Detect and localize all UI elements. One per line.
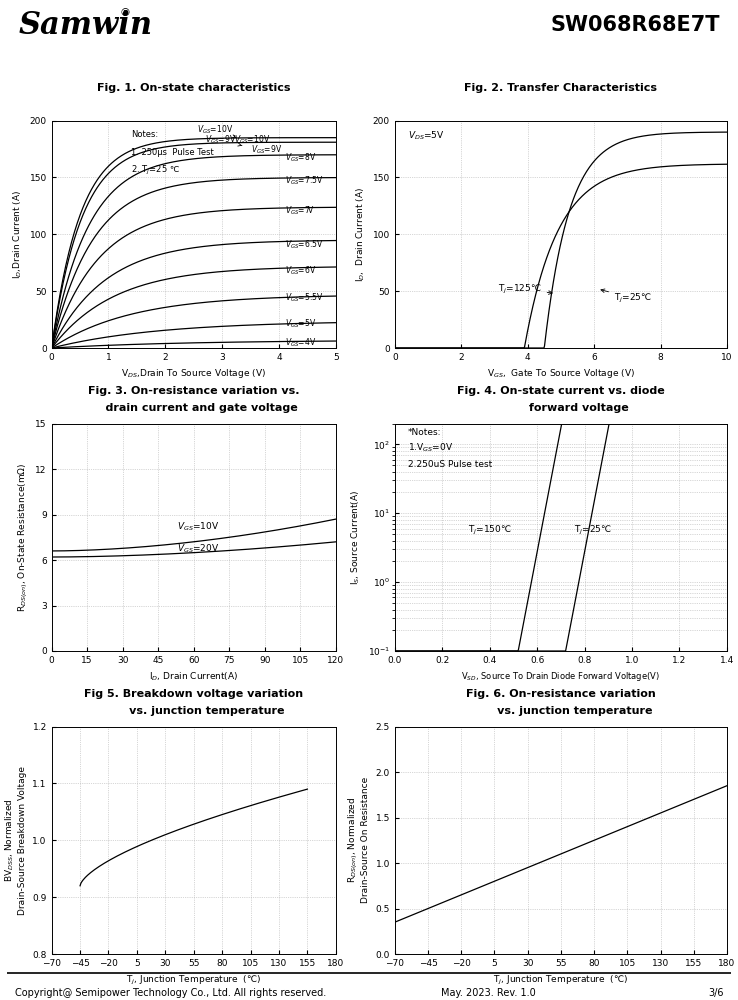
Y-axis label: I$_S$, Source Current(A): I$_S$, Source Current(A) <box>350 490 362 585</box>
Y-axis label: R$_{DS(on)}$, Normalized
Drain-Source On Resistance: R$_{DS(on)}$, Normalized Drain-Source On… <box>346 777 370 903</box>
Text: $V_{DS}$=5V: $V_{DS}$=5V <box>408 130 445 142</box>
Text: $V_{GS}$=20V: $V_{GS}$=20V <box>177 543 219 555</box>
Text: T$_j$=25℃: T$_j$=25℃ <box>601 289 652 305</box>
Text: $V_{GS}$=5.5V: $V_{GS}$=5.5V <box>285 292 323 304</box>
Y-axis label: BV$_{DSS}$, Normalized
Drain-Source Breakdown Voltage: BV$_{DSS}$, Normalized Drain-Source Brea… <box>4 766 27 915</box>
Text: Fig 5. Breakdown voltage variation: Fig 5. Breakdown voltage variation <box>84 689 303 699</box>
Text: $V_{GS}$=5V: $V_{GS}$=5V <box>285 318 316 330</box>
Text: Fig. 3. On-resistance variation vs.: Fig. 3. On-resistance variation vs. <box>88 386 300 396</box>
Text: 2. T$_j$=25 ℃: 2. T$_j$=25 ℃ <box>131 164 180 177</box>
Text: Copyright@ Semipower Technology Co., Ltd. All rights reserved.: Copyright@ Semipower Technology Co., Ltd… <box>15 988 326 998</box>
Text: forward voltage: forward voltage <box>494 403 628 413</box>
Text: $V_{GS}$=10V: $V_{GS}$=10V <box>196 123 235 138</box>
Text: vs. junction temperature: vs. junction temperature <box>469 706 652 716</box>
Text: $V_{GS}$=6V: $V_{GS}$=6V <box>285 264 316 277</box>
Text: Fig. 2. Transfer Characteristics: Fig. 2. Transfer Characteristics <box>464 83 658 93</box>
Text: 1. 250μs  Pulse Test: 1. 250μs Pulse Test <box>131 148 214 157</box>
X-axis label: I$_D$, Drain Current(A): I$_D$, Drain Current(A) <box>149 670 238 683</box>
Text: $V_{GS}$=9V: $V_{GS}$=9V <box>250 144 282 156</box>
X-axis label: T$_j$, Junction Temperature  (℃): T$_j$, Junction Temperature (℃) <box>493 973 629 987</box>
Text: 2.250uS Pulse test: 2.250uS Pulse test <box>408 460 492 469</box>
Text: $V_{GS}$=10V: $V_{GS}$=10V <box>233 134 270 146</box>
X-axis label: V$_{GS}$,  Gate To Source Voltage (V): V$_{GS}$, Gate To Source Voltage (V) <box>487 367 635 380</box>
Y-axis label: I$_D$,  Drain Current (A): I$_D$, Drain Current (A) <box>355 187 368 282</box>
Text: Fig. 1. On-state characteristics: Fig. 1. On-state characteristics <box>97 83 291 93</box>
Text: $V_{GS}$=9V: $V_{GS}$=9V <box>205 134 242 146</box>
Text: T$_j$=25℃: T$_j$=25℃ <box>574 524 613 537</box>
Text: vs. junction temperature: vs. junction temperature <box>103 706 285 716</box>
Text: May. 2023. Rev. 1.0: May. 2023. Rev. 1.0 <box>441 988 536 998</box>
Text: SW068R68E7T: SW068R68E7T <box>551 15 720 35</box>
Text: ®: ® <box>120 8 131 18</box>
Text: $V_{GS}$=7V: $V_{GS}$=7V <box>285 204 315 217</box>
Text: Samwin: Samwin <box>18 10 152 41</box>
X-axis label: V$_{DS}$,Drain To Source Voltage (V): V$_{DS}$,Drain To Source Voltage (V) <box>121 367 266 380</box>
X-axis label: T$_j$, Junction Temperature  (℃): T$_j$, Junction Temperature (℃) <box>126 973 261 987</box>
Text: 1.V$_{GS}$=0V: 1.V$_{GS}$=0V <box>408 442 453 454</box>
Text: Notes:: Notes: <box>131 130 159 139</box>
Text: T$_j$=150℃: T$_j$=150℃ <box>468 524 511 537</box>
Text: $V_{GS}$=10V: $V_{GS}$=10V <box>177 521 219 533</box>
Text: drain current and gate voltage: drain current and gate voltage <box>90 403 297 413</box>
Text: Fig. 6. On-resistance variation: Fig. 6. On-resistance variation <box>466 689 656 699</box>
Y-axis label: R$_{DS(on)}$, On-State Resistance(m$\Omega$): R$_{DS(on)}$, On-State Resistance(m$\Ome… <box>16 463 30 612</box>
Text: $V_{GS}$=7.5V: $V_{GS}$=7.5V <box>285 175 323 187</box>
Text: 3/6: 3/6 <box>708 988 723 998</box>
Text: $V_{GS}$=6.5V: $V_{GS}$=6.5V <box>285 238 323 251</box>
Text: *Notes:: *Notes: <box>408 428 441 437</box>
Text: $V_{GS}$=4V: $V_{GS}$=4V <box>285 336 316 349</box>
Text: T$_j$=125℃: T$_j$=125℃ <box>497 283 552 296</box>
X-axis label: V$_{SD}$, Source To Drain Diode Forward Voltage(V): V$_{SD}$, Source To Drain Diode Forward … <box>461 670 661 683</box>
Text: $V_{GS}$=8V: $V_{GS}$=8V <box>285 152 316 164</box>
Text: Fig. 4. On-state current vs. diode: Fig. 4. On-state current vs. diode <box>457 386 665 396</box>
Y-axis label: I$_D$,Drain Current (A): I$_D$,Drain Current (A) <box>12 190 24 279</box>
